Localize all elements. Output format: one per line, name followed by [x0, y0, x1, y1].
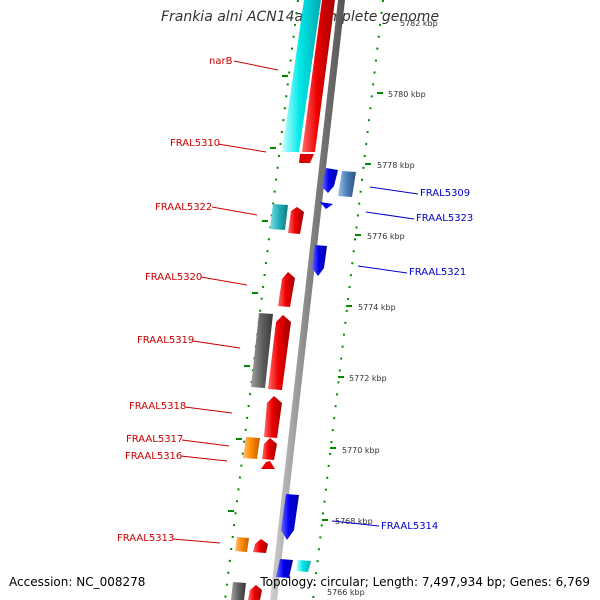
- label-fraal5313: FRAAL5313: [117, 533, 174, 544]
- scale-label: 5780 kbp: [388, 90, 426, 99]
- scale-label: 5778 kbp: [377, 161, 415, 170]
- map-title: Frankia alni ACN14a, complete genome: [160, 9, 440, 25]
- gene-fraal5314: [281, 494, 299, 540]
- gene-fraal5313: [235, 537, 268, 553]
- gene-fraal5318: [264, 396, 282, 438]
- scale-label: 5770 kbp: [342, 446, 380, 455]
- right-gene-labels: FRAL5309 FRAAL5323 FRAAL5321 FRAAL5314: [331, 186, 473, 532]
- gene-fraal5319: [251, 313, 291, 390]
- gene-fraal5320: [278, 272, 295, 307]
- label-fraal5321: FRAAL5321: [409, 267, 466, 278]
- accession-text: Accession: NC_008278: [9, 575, 146, 589]
- gene-fraal5322: [270, 204, 304, 234]
- label-narb: narB: [209, 56, 233, 67]
- label-fraal5316: FRAAL5316: [125, 451, 182, 462]
- label-fraal5322: FRAAL5322: [155, 202, 212, 213]
- label-fral5309: FRAL5309: [420, 188, 470, 199]
- scale-label: 5774 kbp: [358, 303, 396, 312]
- genome-summary-text: Topology: circular; Length: 7,497,934 bp…: [260, 575, 590, 589]
- label-fraal5318: FRAAL5318: [129, 401, 186, 412]
- label-fraal5314: FRAAL5314: [381, 521, 438, 532]
- label-fraal5323: FRAAL5323: [416, 213, 473, 224]
- scale-label: 5766 kbp: [327, 588, 365, 597]
- cyan-feature-top: [282, 0, 321, 152]
- gene-fraal5321: [312, 245, 327, 276]
- bottom-features: [231, 559, 311, 600]
- gene-narb: [299, 0, 335, 163]
- gene-fraal5317: [243, 437, 260, 459]
- left-gene-labels: narB FRAL5310 FRAAL5322 FRAAL5320 FRAAL5…: [117, 56, 279, 544]
- scale-label: 5776 kbp: [367, 232, 405, 241]
- label-fraal5319: FRAAL5319: [137, 335, 194, 346]
- scale-major-ticks: [228, 75, 383, 521]
- label-fral5310: FRAL5310: [170, 138, 220, 149]
- scale-labels: 5782 kbp 5780 kbp 5778 kbp 5776 kbp 5774…: [327, 19, 438, 597]
- gene-fral5309: [320, 168, 356, 209]
- scale-label: 5782 kbp: [400, 19, 438, 28]
- genome-backbone: [270, 0, 345, 600]
- gene-fraal5316: [261, 438, 277, 469]
- outer-track-dots: [312, 0, 384, 600]
- label-fraal5317: FRAAL5317: [126, 434, 183, 445]
- scale-label: 5768 kbp: [335, 517, 373, 526]
- scale-label: 5772 kbp: [349, 374, 387, 383]
- label-fraal5320: FRAAL5320: [145, 272, 202, 283]
